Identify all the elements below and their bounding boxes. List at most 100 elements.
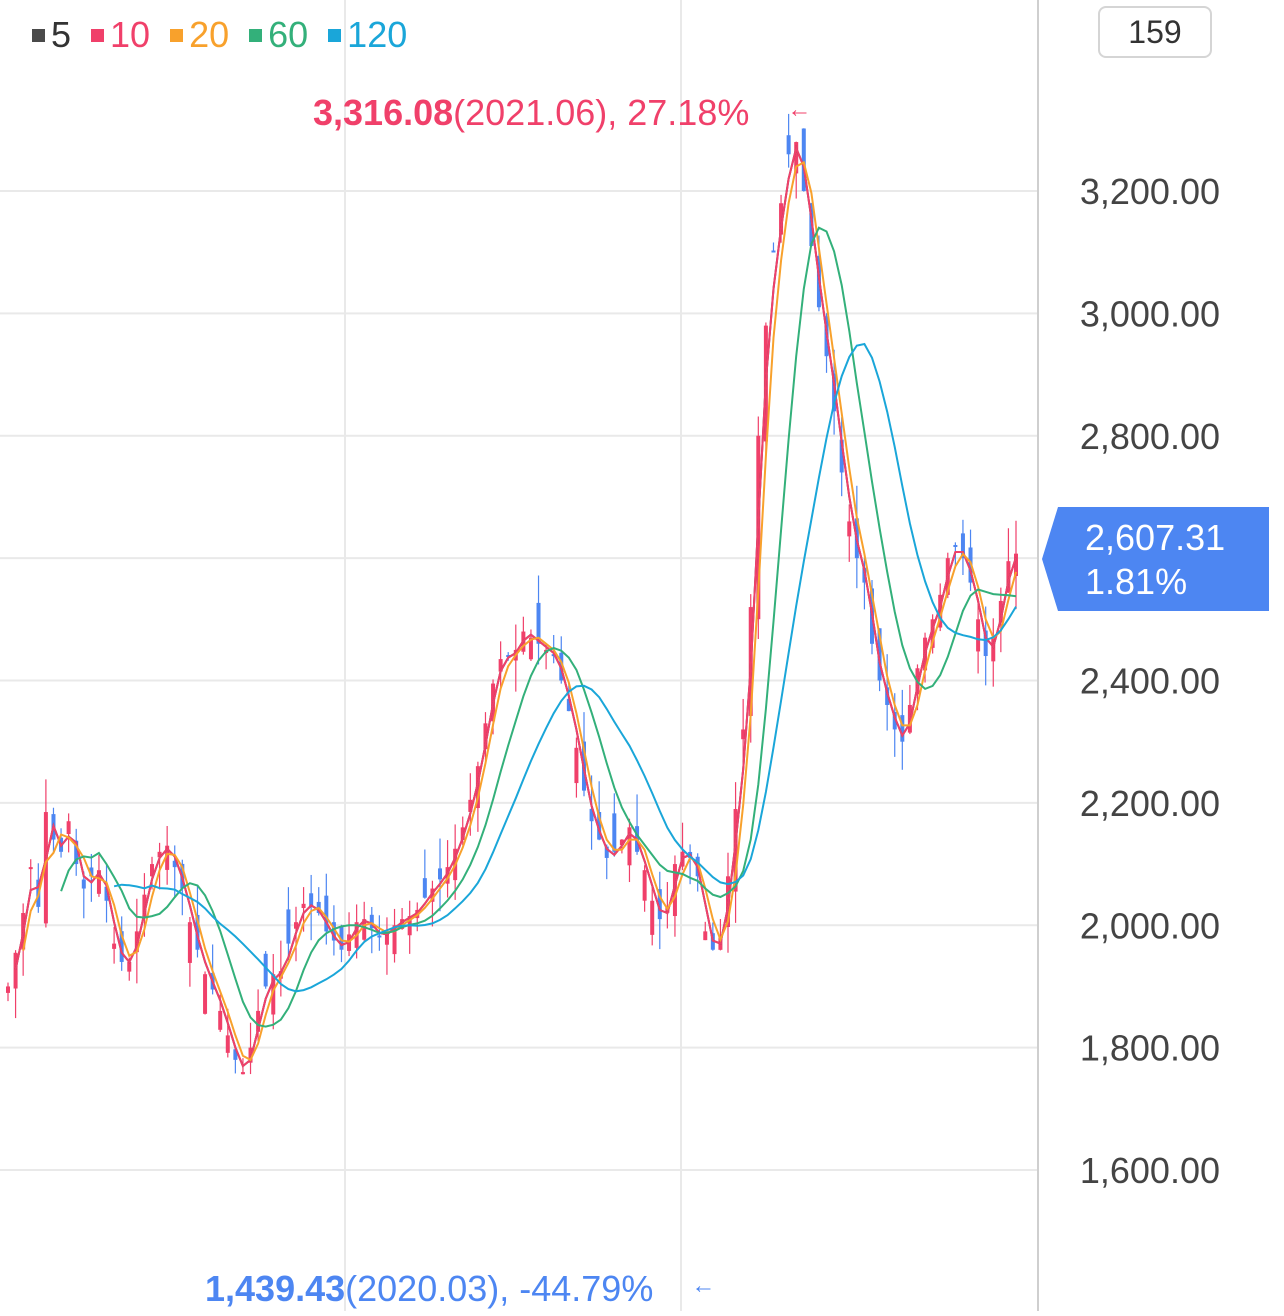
candle (248, 1022, 253, 1075)
current-price-tag (1042, 507, 1269, 611)
legend-item-ma120[interactable]: 120 (328, 14, 407, 56)
y-tick-label: 2,400.00 (1080, 661, 1220, 702)
legend-swatch (32, 28, 45, 42)
current-price-text: 2,607.31 1.81% (1085, 516, 1225, 604)
candle (96, 855, 101, 897)
candle (430, 880, 435, 927)
ma-line-20 (22, 160, 1017, 1062)
legend-item-ma10[interactable]: 10 (91, 14, 150, 56)
candle (801, 128, 806, 192)
legend-label: 120 (347, 14, 408, 55)
candle (187, 916, 192, 987)
y-tick-label: 2,200.00 (1080, 783, 1220, 824)
candle (157, 842, 162, 890)
legend-item-ma20[interactable]: 20 (170, 14, 229, 56)
y-axis-labels: 3,200.00 3,000.00 2,800.00 2,400.00 2,200.00… (1080, 171, 1220, 1191)
candle (536, 575, 541, 665)
candle (119, 916, 124, 971)
candle (384, 917, 389, 975)
candle (741, 698, 746, 763)
candle (112, 926, 117, 964)
candle (498, 641, 503, 690)
candle (612, 793, 617, 857)
high-arrow-icon: ← (787, 96, 812, 123)
candle (422, 849, 427, 899)
candle (771, 242, 776, 253)
candle (930, 614, 935, 654)
legend-label: 60 (268, 14, 309, 55)
candle (786, 113, 791, 168)
legend-label: 20 (189, 14, 230, 55)
candle (6, 982, 10, 1002)
candle (278, 940, 283, 997)
candle (703, 921, 708, 941)
candle (66, 813, 71, 853)
legend-item-ma5[interactable]: 5 (32, 14, 71, 56)
legend-label: 5 (51, 14, 72, 55)
candle (225, 1008, 230, 1058)
ma-line-120 (113, 342, 1017, 993)
candle (134, 898, 139, 984)
period-count-box[interactable]: 159 (1098, 6, 1212, 58)
grid-layer (0, 0, 1038, 1311)
y-tick-label: 1,600.00 (1080, 1150, 1220, 1191)
candle (233, 1046, 238, 1074)
candle (642, 865, 647, 912)
candle (438, 838, 442, 912)
y-tick-label: 3,200.00 (1080, 171, 1220, 212)
candle (309, 874, 314, 941)
candle (1014, 520, 1018, 610)
candle (81, 871, 86, 919)
legend-swatch (328, 28, 342, 42)
candle (483, 712, 488, 761)
candle (104, 863, 109, 923)
candle (392, 908, 397, 963)
candle (445, 840, 450, 898)
candle (150, 856, 154, 890)
candle (900, 689, 905, 770)
low-annotation: 1,439.43(2020.03), -44.79% ← (205, 1268, 715, 1310)
current-price: 2,607.31 (1085, 517, 1226, 558)
y-tick-label: 2,800.00 (1080, 416, 1220, 457)
candle (74, 828, 79, 876)
candle (339, 924, 344, 963)
low-detail: (2020.03), -44.79% (345, 1268, 654, 1309)
candle (976, 597, 981, 674)
low-value: 1,439.43 (205, 1268, 346, 1309)
candle (203, 971, 208, 1015)
legend-item-ma60[interactable]: 60 (249, 14, 308, 56)
candle (847, 504, 852, 562)
legend-swatch (91, 28, 105, 42)
high-value: 3,316.08 (313, 92, 454, 133)
candle (574, 737, 579, 798)
candle (89, 853, 94, 902)
y-tick-label: 3,000.00 (1080, 293, 1220, 334)
high-annotation: 3,316.08(2021.06), 27.18% ← (313, 92, 811, 134)
legend-label: 10 (110, 14, 151, 55)
ma-line-60 (60, 226, 1017, 1028)
y-tick-label: 1,800.00 (1080, 1028, 1220, 1069)
candle (839, 417, 844, 497)
current-change: 1.81% (1085, 561, 1188, 602)
candle (331, 905, 336, 956)
ma-line-10 (14, 145, 1017, 1068)
candle (28, 859, 33, 890)
legend-swatch (249, 28, 263, 42)
candle (263, 951, 268, 989)
candle (347, 912, 352, 957)
candle (627, 818, 632, 883)
legend-swatch (170, 28, 184, 42)
ma-legend: 5 10 20 60 120 (32, 14, 407, 56)
candle (650, 886, 655, 946)
moving-averages-layer (14, 145, 1017, 1068)
high-detail: (2021.06), 27.18% (453, 92, 750, 133)
candle (604, 844, 609, 880)
candles-layer (6, 113, 1018, 1075)
candle (43, 779, 48, 928)
candle (13, 950, 18, 1019)
candle (991, 618, 996, 687)
candle (407, 900, 412, 954)
y-tick-label: 2,000.00 (1080, 905, 1220, 946)
